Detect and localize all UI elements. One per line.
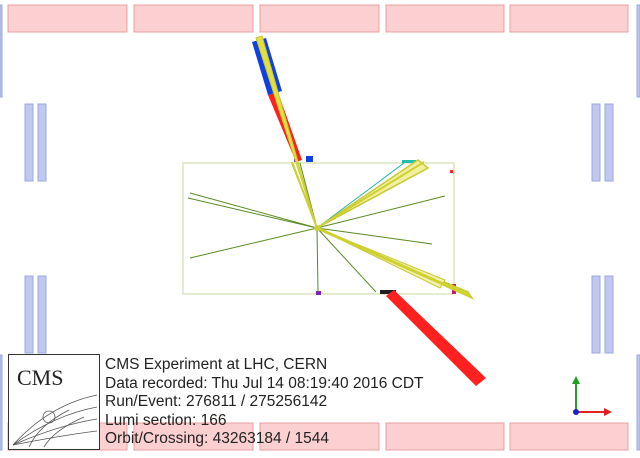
- calo-block: [133, 4, 254, 33]
- muon-chamber: [24, 275, 34, 354]
- hit-marker: [450, 170, 453, 173]
- calo-block: [259, 4, 380, 33]
- ecal-deposit-bottom: [386, 290, 486, 386]
- muon-chamber-right-edge: [636, 354, 640, 451]
- cms-logo: CMS: [8, 354, 100, 450]
- experiment-label: CMS Experiment at LHC, CERN: [105, 356, 328, 373]
- jet-cone: [255, 35, 318, 229]
- muon-chamber-left-edge: [0, 4, 3, 98]
- calo-block: [509, 4, 629, 33]
- calorimeter-blocks-top: [7, 4, 629, 33]
- track: [316, 227, 433, 245]
- energy-deposits: [252, 38, 486, 386]
- jet-axis: [316, 226, 471, 298]
- calo-block: [509, 422, 629, 451]
- hit-marker: [316, 291, 321, 295]
- hit-marker: [402, 160, 416, 163]
- muon-chamber: [604, 275, 614, 354]
- muon-chamber: [591, 275, 601, 354]
- track: [316, 195, 446, 229]
- data-recorded: Data recorded: Thu Jul 14 08:19:40 2016 …: [105, 374, 424, 392]
- jet-axis: [291, 161, 318, 229]
- track: [189, 192, 318, 229]
- lumi-section: Lumi section: 166: [105, 411, 227, 429]
- track: [316, 162, 405, 229]
- track: [189, 227, 318, 259]
- calo-block: [385, 4, 505, 33]
- xyz-axes-icon: [572, 376, 612, 416]
- muon-chamber: [37, 103, 47, 182]
- muon-chamber: [604, 103, 614, 182]
- orbit-crossing: Orbit/Crossing: 43263184 / 1544: [105, 430, 330, 448]
- jets: [255, 35, 475, 300]
- hit-marker: [306, 156, 313, 162]
- muon-chamber-right-edge: [636, 4, 640, 98]
- event-info: CMS Experiment at LHC, CERN Data recorde…: [105, 356, 424, 449]
- run-event: Run/Event: 276811 / 275256142: [105, 393, 328, 411]
- muon-chambers: [0, 4, 640, 451]
- primary-vertex: [314, 225, 320, 231]
- calo-block: [133, 422, 254, 451]
- calo-block: [259, 422, 380, 451]
- cms-logo-icon: CMS: [12, 365, 98, 448]
- hit-marker: [380, 290, 396, 294]
- track: [316, 227, 319, 293]
- muon-chamber: [37, 275, 47, 354]
- muon-chamber: [591, 103, 601, 182]
- muon-chamber-left-edge: [0, 354, 3, 451]
- calo-block: [385, 422, 505, 451]
- cms-logo-text: CMS: [17, 365, 63, 390]
- muon-chamber: [24, 103, 34, 182]
- calo-block: [7, 4, 128, 33]
- track: [316, 227, 377, 293]
- jet-axis: [316, 161, 425, 229]
- track: [187, 197, 318, 229]
